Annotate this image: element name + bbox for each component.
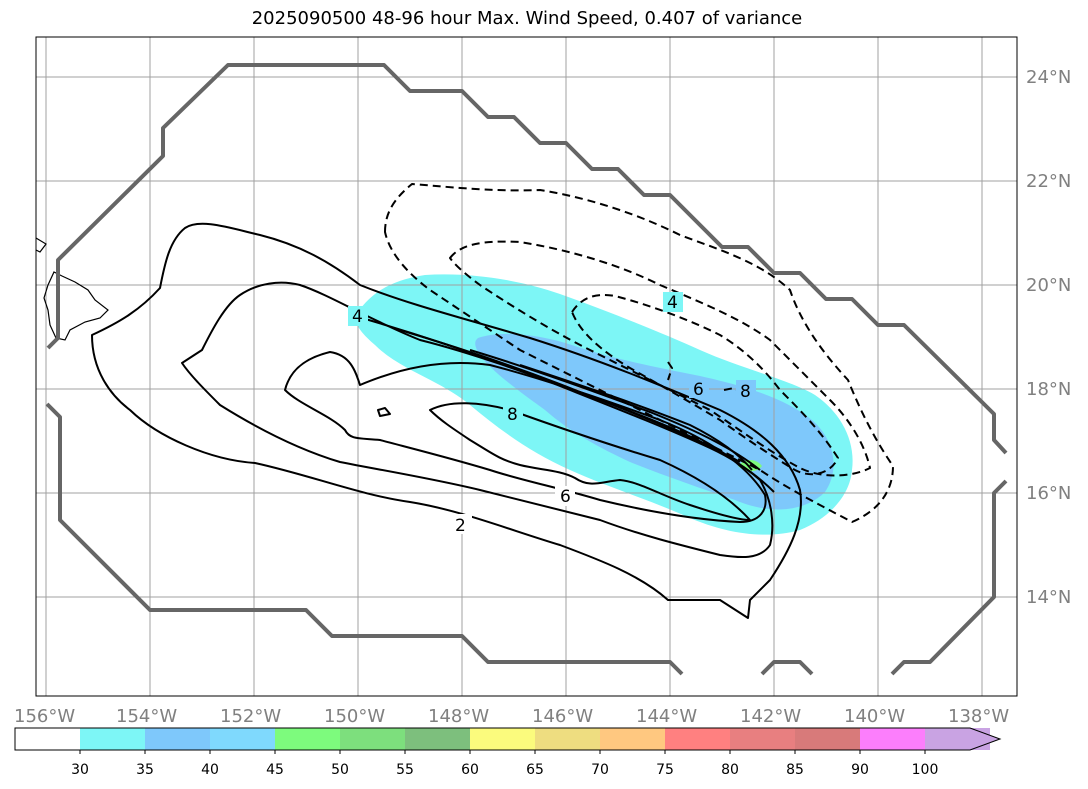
lon-tick-label: 148°W — [428, 706, 489, 727]
colorbar-tick-label: 50 — [331, 762, 349, 778]
lat-tick-label: 14°N — [1026, 587, 1071, 608]
dashed-contours — [384, 183, 894, 523]
colorbar-extend-arrow — [942, 728, 1000, 750]
contour-label-solid-2: 2 — [455, 516, 466, 536]
colorbar-tick-label: 80 — [721, 762, 739, 778]
colorbar-segment — [470, 728, 535, 750]
solid-contours — [91, 222, 802, 619]
lon-tick-label: 140°W — [844, 706, 905, 727]
colorbar-segment — [340, 728, 405, 750]
domain-boundary-lower — [45, 402, 684, 676]
colorbar-segment — [730, 728, 795, 750]
contour-labels: 4 8 6 2 4 6 8 — [348, 292, 756, 536]
colorbar-labels: 30 35 40 45 50 55 60 65 70 75 80 85 90 100 — [71, 750, 938, 778]
contour-label-dashed-8: 8 — [740, 382, 751, 402]
contour-label-solid-6: 6 — [560, 487, 571, 507]
graticule — [36, 37, 1017, 696]
contour-label-dashed-6: 6 — [693, 380, 704, 400]
lat-tick-label: 18°N — [1026, 379, 1071, 400]
contour-label-solid-4: 4 — [352, 307, 363, 327]
lon-tick-label: 138°W — [948, 706, 1009, 727]
lat-tick-label: 16°N — [1026, 483, 1071, 504]
coastline-islands — [35, 237, 109, 341]
colorbar-tick-label: 60 — [461, 762, 479, 778]
contour-label-dashed-4: 4 — [667, 293, 678, 313]
map-plot-area: 4 8 6 2 4 6 8 — [35, 36, 1018, 697]
colorbar-segment — [15, 728, 80, 750]
lat-tick-label: 20°N — [1026, 275, 1071, 296]
colorbar-tick-label: 35 — [136, 762, 154, 778]
colorbar-outline — [14, 727, 1002, 751]
lon-tick-label: 150°W — [324, 706, 385, 727]
colorbar-segment — [860, 728, 925, 750]
domain-boundary-corner — [890, 479, 1008, 676]
colorbar-segment — [145, 728, 210, 750]
colorbar-tick-label: 90 — [851, 762, 869, 778]
colorbar-tick-label: 55 — [396, 762, 414, 778]
colorbar-tick-label: 45 — [266, 762, 284, 778]
contour-label-solid-8: 8 — [507, 405, 518, 425]
lat-tick-label: 22°N — [1026, 171, 1071, 192]
colorbar-segment — [210, 728, 275, 750]
colorbar-segment — [600, 728, 665, 750]
lat-tick-labels: 24°N 22°N 20°N 18°N 16°N 14°N — [1026, 67, 1071, 608]
colorbar-segment — [535, 728, 600, 750]
colorbar-segment — [275, 728, 340, 750]
lon-tick-label: 146°W — [532, 706, 593, 727]
lon-tick-label: 152°W — [220, 706, 281, 727]
colorbar-segment — [405, 728, 470, 750]
domain-boundary-right — [760, 660, 814, 676]
colorbar-tick-label: 40 — [201, 762, 219, 778]
colorbar-tick-label: 30 — [71, 762, 89, 778]
colorbar-tick-label: 75 — [656, 762, 674, 778]
lon-tick-label: 144°W — [636, 706, 697, 727]
domain-boundary — [46, 63, 1008, 455]
colorbar-segment — [80, 728, 145, 750]
lon-tick-labels: 156°W 154°W 152°W 150°W 148°W 146°W 144°… — [14, 706, 1009, 727]
colorbar-tick-label: 65 — [526, 762, 544, 778]
colorbar-tick-label: 85 — [786, 762, 804, 778]
colorbar-tick-label: 100 — [912, 762, 939, 778]
lat-tick-label: 24°N — [1026, 67, 1071, 88]
colorbar-segment — [665, 728, 730, 750]
colorbar — [14, 727, 1002, 751]
lon-tick-label: 142°W — [740, 706, 801, 727]
colorbar-tick-label: 70 — [591, 762, 609, 778]
solid-contours-core — [361, 317, 775, 493]
lon-tick-label: 156°W — [14, 706, 75, 727]
lon-tick-label: 154°W — [116, 706, 177, 727]
map-frame — [35, 36, 1018, 697]
map-title: 2025090500 48-96 hour Max. Wind Speed, 0… — [251, 8, 803, 29]
colorbar-segment — [795, 728, 860, 750]
